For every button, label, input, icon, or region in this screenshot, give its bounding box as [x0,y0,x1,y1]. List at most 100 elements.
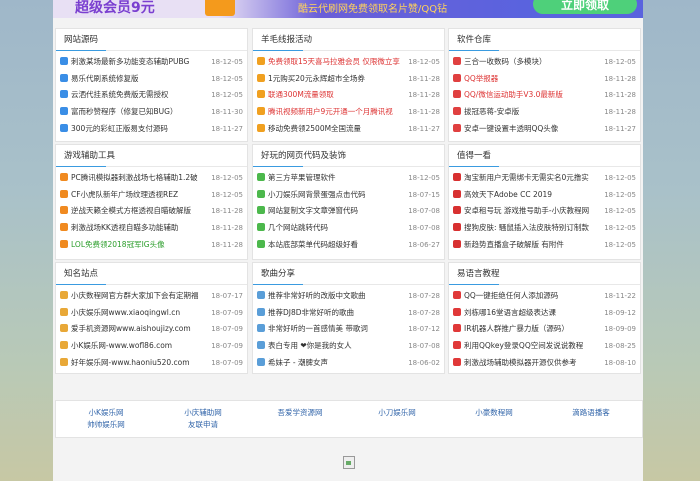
list-item[interactable]: QQ举报器 18-11-28 [453,72,636,86]
list-item[interactable]: 300元的彩虹正版易支付源码 18-11-27 [60,122,243,136]
item-title[interactable]: 刺激战场辅助模拟器开源仅供参考 [464,357,577,367]
list-item[interactable]: 好年娱乐网-www.haoniu520.com 18-07-09 [60,356,243,370]
item-title[interactable]: PC腾讯模拟器刺激战场七格辅助1.2破 [71,173,198,182]
item-title[interactable]: 第三方苹果管理软件 [268,173,336,182]
list-item[interactable]: 爱手机资源网www.aishoujizy.com 18-07-09 [60,322,243,336]
item-title[interactable]: 几个网站跳转代码 [268,223,328,233]
list-item[interactable]: 推荐非常好听的改版中文歌曲 18-07-28 [257,289,440,303]
list-item[interactable]: 免费领取15天喜马拉雅会员 仅限微立享 18-12-05 [257,55,440,69]
list-item[interactable]: 几个网站跳转代码 18-07-08 [257,221,440,235]
list-item[interactable]: 小庆娱乐网www.xiaoqingwl.cn 18-07-09 [60,306,243,320]
item-title[interactable]: 小K娱乐网-www.wofl86.com [71,341,173,351]
item-title[interactable]: 小庆数程网官方群大家加下会有定期福 [71,291,199,300]
item-title[interactable]: 300元的彩虹正版易支付源码 [71,123,168,133]
list-item[interactable]: 希妹子 - 潮脾女声 18-06-02 [257,356,440,370]
item-title[interactable]: 推荐DJ8D非常好听的歌曲 [268,307,355,317]
list-item[interactable]: 联通300M流量领取 18-11-28 [257,88,440,102]
list-item[interactable]: 三合一收数码（多模块） 18-12-05 [453,55,636,69]
list-item[interactable]: 刺激战场KK透视自瞄多功能辅助 18-11-28 [60,221,243,235]
list-item[interactable]: 移动免费领2500M全国流量 18-11-27 [257,122,440,136]
friend-link[interactable]: 吾爱学资源网 [277,408,323,417]
friend-link[interactable]: 小刀娱乐网 [378,408,416,417]
item-title[interactable]: 希妹子 - 潮脾女声 [268,357,328,367]
item-title[interactable]: 安卓租号玩 游戏推号助手-小庆教程网 [464,206,590,216]
list-item[interactable]: 小庆数程网官方群大家加下会有定期福 18-07-17 [60,289,243,303]
item-title[interactable]: 腾讯视频新用户9元开通一个月腾讯视 [268,107,393,117]
list-item[interactable]: 逆战天籁全模式方框透视自瞄破解版 18-11-28 [60,204,243,218]
item-title[interactable]: 新趋势直播盒子破解版 有附件 [464,239,564,249]
item-title[interactable]: 本站底部菜单代码超级好看 [268,239,358,249]
list-item[interactable]: 表白专用 ❤你是我的女人 18-07-08 [257,339,440,353]
list-item[interactable]: 网站复制文字文章弹窗代码 18-07-08 [257,204,440,218]
list-item[interactable]: QQ/微信运动助手V3.0最新版 18-11-28 [453,88,636,102]
item-title[interactable]: 移动免费领2500M全国流量 [268,123,362,133]
item-title[interactable]: 网站复制文字文章弹窗代码 [268,206,358,216]
item-title[interactable]: 高效天下Adobe CC 2019 [464,189,553,199]
friend-link[interactable]: 友联申请 [188,420,218,429]
banner[interactable]: 超级会员9元 酷云代刷网免费领取名片赞/QQ钻 立即领取 [53,0,643,18]
item-title[interactable]: 利用QQkey登录QQ空间发说说教程 [464,341,584,351]
item-title[interactable]: 1元购买20元永辉超市全场券 [268,73,365,83]
item-title[interactable]: 免费领取15天喜马拉雅会员 仅限微立享 [268,57,400,66]
list-item[interactable]: LOL免费领2018冠军IG头像 18-11-28 [60,238,243,252]
item-title[interactable]: 安卓一键设置丰透明QQ头像 [464,123,559,133]
list-item[interactable]: 推荐DJ8D非常好听的歌曲 18-07-28 [257,306,440,320]
friend-link[interactable]: 滴路语播客 [572,408,610,417]
list-item[interactable]: 安卓一键设置丰透明QQ头像 18-11-27 [453,122,636,136]
item-title[interactable]: QQ一键拒绝任何人添加源码 [464,291,559,300]
item-title[interactable]: 表白专用 ❤你是我的女人 [268,341,352,351]
friend-link[interactable]: 小豪数程网 [475,408,513,417]
list-item[interactable]: 刺激某场最新多功能变态辅助PUBG 18-12-05 [60,55,243,69]
list-item[interactable]: 新趋势直播盒子破解版 有附件 18-12-05 [453,238,636,252]
list-item[interactable]: QQ一键拒绝任何人添加源码 18-11-22 [453,289,636,303]
item-title[interactable]: 拔冠恶蒋-安卓版 [464,107,520,117]
list-item[interactable]: 利用QQkey登录QQ空间发说说教程 18-08-25 [453,339,636,353]
item-title[interactable]: 非常好听的一首感情美 带歌词 [268,324,368,334]
list-item[interactable]: CF小虎队新年广场纹理透视REZ 18-12-05 [60,188,243,202]
item-title[interactable]: QQ举报器 [464,73,499,83]
item-title[interactable]: 联通300M流量领取 [268,90,334,100]
list-item[interactable]: 高效天下Adobe CC 2019 18-12-05 [453,188,636,202]
banner-button[interactable]: 立即领取 [533,0,637,14]
list-item[interactable]: 搜狗皮肤: 騷鼠插入法皮肤特别订制款 18-12-05 [453,221,636,235]
item-title[interactable]: 小刀娱乐网背景蛋强点击代码 [268,189,366,199]
list-item[interactable]: 第三方苹果管理软件 18-12-05 [257,171,440,185]
list-item[interactable]: PC腾讯模拟器刺激战场七格辅助1.2破 18-12-05 [60,171,243,185]
list-item[interactable]: 富而秒赞程序（修复已知BUG） 18-11-30 [60,105,243,119]
item-title[interactable]: 小庆娱乐网www.xiaoqingwl.cn [71,307,181,317]
item-title[interactable]: QQ/微信运动助手V3.0最新版 [464,90,563,100]
list-item[interactable]: 腾讯视频新用户9元开通一个月腾讯视 18-11-28 [257,105,440,119]
item-title[interactable]: 富而秒赞程序（修复已知BUG） [71,107,178,117]
list-item[interactable]: 刺激战场辅助模拟器开源仅供参考 18-08-10 [453,356,636,370]
item-title[interactable]: 淘宝新用户无需绑卡无需实名0元撸实 [464,173,589,182]
item-title[interactable]: 三合一收数码（多模块） [464,57,547,66]
item-title[interactable]: 刺激战场KK透视自瞄多功能辅助 [71,223,179,233]
item-title[interactable]: 搜狗皮肤: 騷鼠插入法皮肤特别订制款 [464,223,589,233]
item-title[interactable]: 推荐非常好听的改版中文歌曲 [268,291,366,300]
list-item[interactable]: 1元购买20元永辉超市全场券 18-11-28 [257,72,440,86]
item-title[interactable]: 刘栋哪16堂语言超级表达课 [464,307,557,317]
item-title[interactable]: 易乐代刷系统修复版 [71,73,139,83]
item-title[interactable]: CF小虎队新年广场纹理透视REZ [71,189,179,199]
friend-link[interactable]: 帅帅娱乐网 [87,420,125,429]
list-item[interactable]: 安卓租号玩 游戏推号助手-小庆教程网 18-12-05 [453,204,636,218]
list-item[interactable]: 云洒代挂系统免费版无需授权 18-12-05 [60,88,243,102]
item-title[interactable]: 好年娱乐网-www.haoniu520.com [71,357,190,367]
item-title[interactable]: IR机器人群推广暴力版（源码） [464,324,569,334]
friend-link[interactable]: 小K娱乐网 [88,408,124,417]
list-item[interactable]: 刘栋哪16堂语言超级表达课 18-09-12 [453,306,636,320]
friend-link[interactable]: 小庆辅助网 [184,408,222,417]
item-title[interactable]: 云洒代挂系统免费版无需授权 [71,90,169,100]
item-title[interactable]: 刺激某场最新多功能变态辅助PUBG [71,57,190,66]
list-item[interactable]: 易乐代刷系统修复版 18-12-05 [60,72,243,86]
list-item[interactable]: IR机器人群推广暴力版（源码） 18-09-09 [453,322,636,336]
list-item[interactable]: 本站底部菜单代码超级好看 18-06-27 [257,238,440,252]
item-title[interactable]: LOL免费领2018冠军IG头像 [71,239,165,249]
item-title[interactable]: 爱手机资源网www.aishoujizy.com [71,324,191,334]
list-item[interactable]: 淘宝新用户无需绑卡无需实名0元撸实 18-12-05 [453,171,636,185]
list-item[interactable]: 小K娱乐网-www.wofl86.com 18-07-09 [60,339,243,353]
list-item[interactable]: 拔冠恶蒋-安卓版 18-11-28 [453,105,636,119]
item-title[interactable]: 逆战天籁全模式方框透视自瞄破解版 [71,206,191,216]
list-item[interactable]: 小刀娱乐网背景蛋强点击代码 18-07-15 [257,188,440,202]
list-item[interactable]: 非常好听的一首感情美 带歌词 18-07-12 [257,322,440,336]
